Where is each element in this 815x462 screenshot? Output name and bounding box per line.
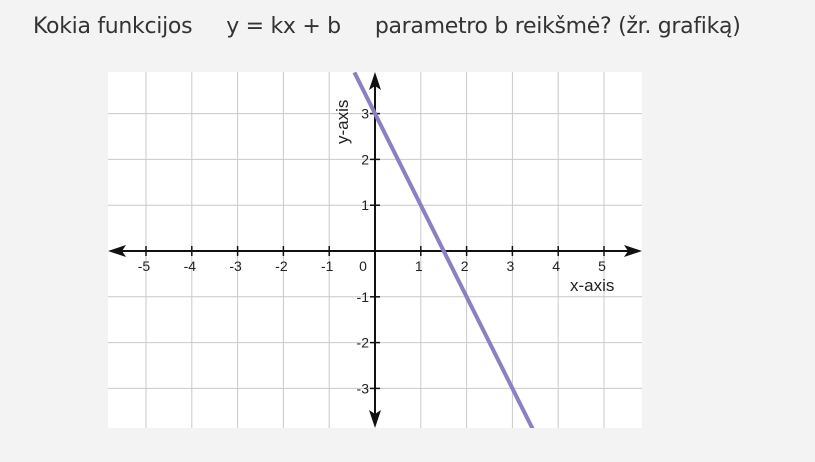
x-axis-arrow-left (108, 245, 126, 257)
question-text: Kokia funkcijos y = kx + b parametro b rei… (33, 14, 741, 39)
x-tick-label: 1 (415, 258, 423, 274)
y-tick-label: 1 (361, 197, 369, 213)
y-tick-label: 2 (361, 151, 369, 167)
series-layer (352, 72, 535, 428)
axes (108, 72, 642, 428)
y-tick-label: -1 (357, 289, 370, 305)
x-axis-arrow-right (624, 245, 642, 257)
x-tick-label: 5 (598, 258, 606, 274)
function-graph: -5 -4 -3 -2 -1 0 1 2 3 4 5 -3 -2 -1 1 2 3 x-axis y-axis (108, 72, 642, 428)
question-prefix: Kokia funkcijos (33, 14, 193, 39)
x-tick-label: -2 (275, 258, 288, 274)
y-axis-label: y-axis (333, 100, 352, 144)
tick-labels: -5 -4 -3 -2 -1 0 1 2 3 4 5 -3 -2 -1 1 2 3 (138, 106, 606, 397)
y-tick-label: 3 (361, 106, 369, 122)
y-tick-label: -2 (357, 335, 370, 351)
question-suffix: parametro b reikšmė? (žr. grafiką) (374, 14, 741, 39)
series-line-0 (352, 72, 535, 428)
question-equation: y = kx + b (226, 14, 341, 39)
x-tick-label: -5 (138, 258, 151, 274)
y-tick-label: -3 (357, 380, 370, 396)
y-axis-arrow-bottom (369, 410, 381, 428)
y-axis-arrow-top (369, 72, 381, 90)
x-tick-label: 4 (552, 258, 560, 274)
x-tick-label: 3 (507, 258, 515, 274)
x-axis-label: x-axis (570, 276, 614, 295)
x-tick-label: 2 (461, 258, 469, 274)
x-tick-label: 0 (359, 258, 367, 274)
chart-svg: -5 -4 -3 -2 -1 0 1 2 3 4 5 -3 -2 -1 1 2 3 x-axis y-axis (108, 72, 642, 428)
x-tick-label: -1 (321, 258, 334, 274)
x-tick-label: -4 (184, 258, 197, 274)
x-tick-label: -3 (229, 258, 242, 274)
